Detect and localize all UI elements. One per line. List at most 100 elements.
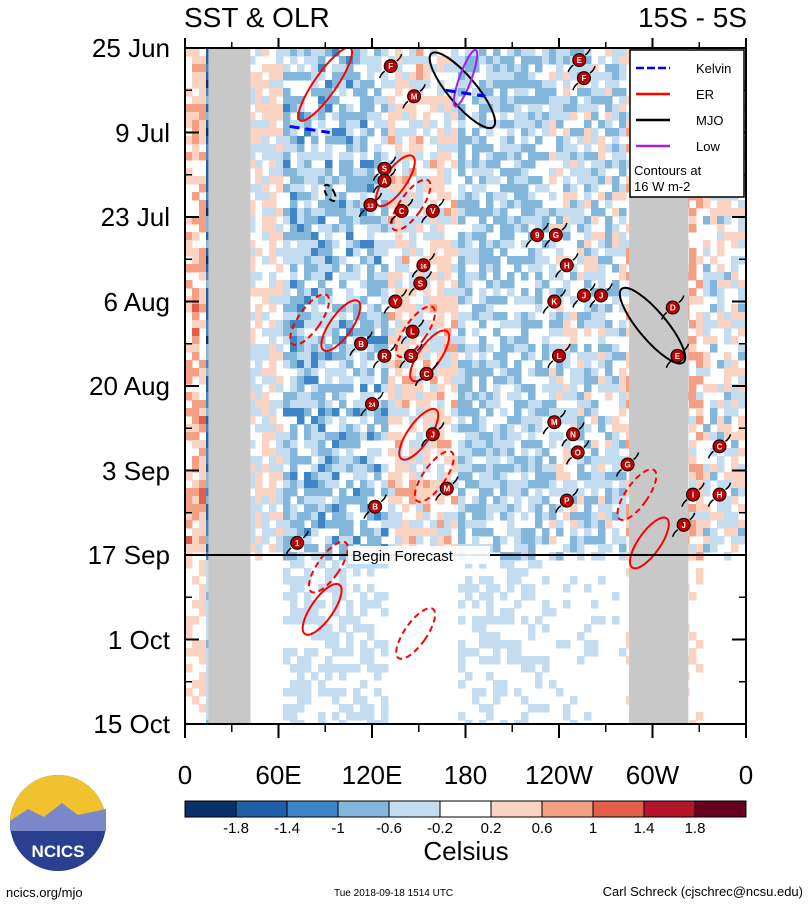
y-tick-label: 9 Jul [115,117,170,148]
storm-marker-label: J [599,291,603,300]
storm-marker: M [542,410,567,435]
storm-marker: G [544,222,568,248]
colorbar-swatch [286,800,339,818]
storm-marker-label: C [399,207,405,216]
legend-label-mjo: MJO [696,113,723,128]
x-tick-label: 60E [255,760,302,790]
logo-mountains [10,803,106,831]
colorbar-tick-label: -0.2 [427,820,453,837]
storm-marker-label: C [424,370,430,379]
colorbar-tick-label: -1.8 [223,820,249,837]
y-tick-label: 20 Aug [89,371,170,401]
storm-marker-label: B [372,503,378,512]
forecast-line-group: Begin Forecast [185,546,746,565]
storm-marker-label: F [388,62,393,71]
x-tick-label: 0 [738,760,754,790]
kelvin-contour [445,88,486,98]
storm-marker-label: L [410,328,415,337]
mjo-contour [428,51,497,130]
storm-marker: H [707,482,732,507]
ncics-logo: NCICS [10,775,106,871]
storm-marker-label: A [382,177,388,186]
legend-note-line2: 16 W m-2 [634,179,690,194]
storm-marker-label: J [681,521,685,530]
storm-marker-label: G [624,460,630,469]
storm-marker: C [389,198,414,224]
colorbar-swatch [643,800,696,818]
storm-marker-label: M [411,92,418,101]
legend-note-line1: Contours at [634,163,702,178]
logo-text: NCICS [32,842,85,861]
legend-label-low: Low [696,139,720,154]
storm-marker: N [561,422,585,447]
storm-marker: 9 [525,222,549,248]
er-contour [301,582,343,636]
colorbar-tick-label: -1 [331,820,345,837]
er-contour [628,516,670,570]
footer-timestamp: Tue 2018-09-18 1514 UTC [334,888,454,899]
storm-marker: D [661,295,685,320]
colorbar-tick-label: 1 [588,820,598,837]
x-tick-label: 180 [443,760,488,790]
colorbar-tick-label: 1.4 [633,820,655,837]
y-tick-label: 6 Aug [103,286,170,317]
storm-marker-label: H [564,261,570,270]
storm-marker-label: S [382,165,388,174]
storm-marker: K [542,289,567,314]
storm-marker-label: S [418,279,424,288]
storm-marker: C [707,434,732,459]
y-tick-label: 3 Sep [102,455,170,486]
er-contour [616,468,658,522]
storm-marker: M [435,476,459,501]
storm-marker: Y [383,289,408,314]
storm-marker: F [572,65,596,91]
storm-marker-label: F [581,74,586,83]
storm-marker: L [547,343,571,369]
storm-marker-label: J [431,430,435,439]
er-contour [409,329,451,383]
storm-marker-label: E [675,352,681,361]
chart-title: SST & OLR [184,2,330,33]
x-tick-label: 120W [525,760,593,790]
colorbar-swatch [184,800,237,818]
colorbar-swatch [439,800,492,818]
footer-url-link[interactable]: ncics.org/mjo [6,885,83,900]
storm-marker: I [681,482,705,507]
storm-marker: A [372,168,397,193]
kelvin-contour [289,124,330,134]
storm-marker-label: 9 [535,231,540,240]
er-contour [395,305,437,359]
storm-marker: 24 [360,391,384,417]
storm-marker-label: L [557,352,562,361]
colorbar-swatch [490,800,543,818]
footer-author: Carl Schreck (cjschrec@ncsu.edu) [602,884,803,899]
logo-sun [10,775,106,823]
x-tick-label: 0 [177,760,193,790]
storm-marker-label: J [582,291,586,300]
legend-label-er: ER [696,87,714,102]
x-tick-label: 120E [341,760,403,790]
storm-marker-label: P [564,497,570,506]
storm-marker: R [372,343,397,369]
storm-marker: B [349,331,373,356]
storm-marker: B [363,494,387,519]
storm-marker: J [572,283,596,308]
storm-marker-label: H [717,491,723,500]
storm-marker-label: C [717,442,723,451]
storm-marker: C [414,361,439,387]
storm-marker-label: 16 [420,264,427,270]
legend-box [629,49,745,198]
storm-marker: E [665,343,690,369]
storm-marker-label: G [553,231,559,240]
y-tick-label: 15 Oct [93,709,170,739]
colorbar-tick-label: 0.6 [531,820,553,837]
legend-label-kelvin: Kelvin [696,61,731,76]
colorbar-label: Celsius [423,836,509,866]
er-contour [398,407,440,461]
storm-marker-label: V [430,207,436,216]
storm-marker: M [402,84,426,109]
storm-marker: J [421,422,445,447]
